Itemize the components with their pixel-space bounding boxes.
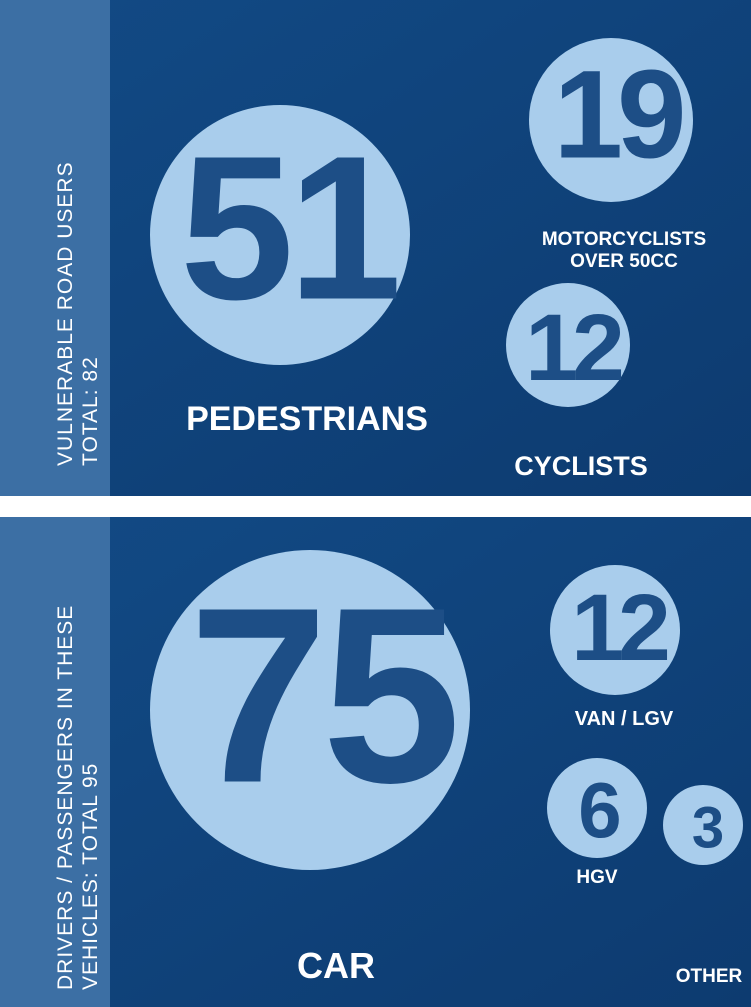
bubble [506,283,630,407]
panel-vulnerable: VULNERABLE ROAD USERS TOTAL: 82 51 PEDES… [0,0,751,496]
side-label: VULNERABLE ROAD USERS [54,161,77,466]
bubble [663,785,743,865]
label: HGV [576,867,618,888]
side-label: TOTAL: 82 [79,356,102,466]
number: 75 [189,556,455,835]
number: 6 [578,766,619,854]
bubble [150,550,470,870]
side-strip [0,517,110,1007]
bubble [550,565,680,695]
bubble [547,758,647,858]
bubble [150,105,410,365]
label: CYCLISTS [514,451,648,481]
label: OTHER [676,966,743,987]
number: 12 [571,575,668,681]
label: OVER 50CC [570,251,678,272]
side-strip [0,0,110,496]
label: VAN / LGV [575,708,674,730]
number: 51 [180,114,397,343]
bubble [529,38,693,202]
label: CAR [297,945,375,986]
number: 12 [525,295,622,401]
label: MOTORCYCLISTS [542,229,706,250]
label: PEDESTRIANS [186,400,428,438]
number: 19 [553,46,682,185]
side-label: VEHICLES: TOTAL 95 [79,763,102,990]
panel-vehicles: DRIVERS / PASSENGERS IN THESE VEHICLES: … [0,517,751,1007]
side-label: DRIVERS / PASSENGERS IN THESE [54,605,77,990]
